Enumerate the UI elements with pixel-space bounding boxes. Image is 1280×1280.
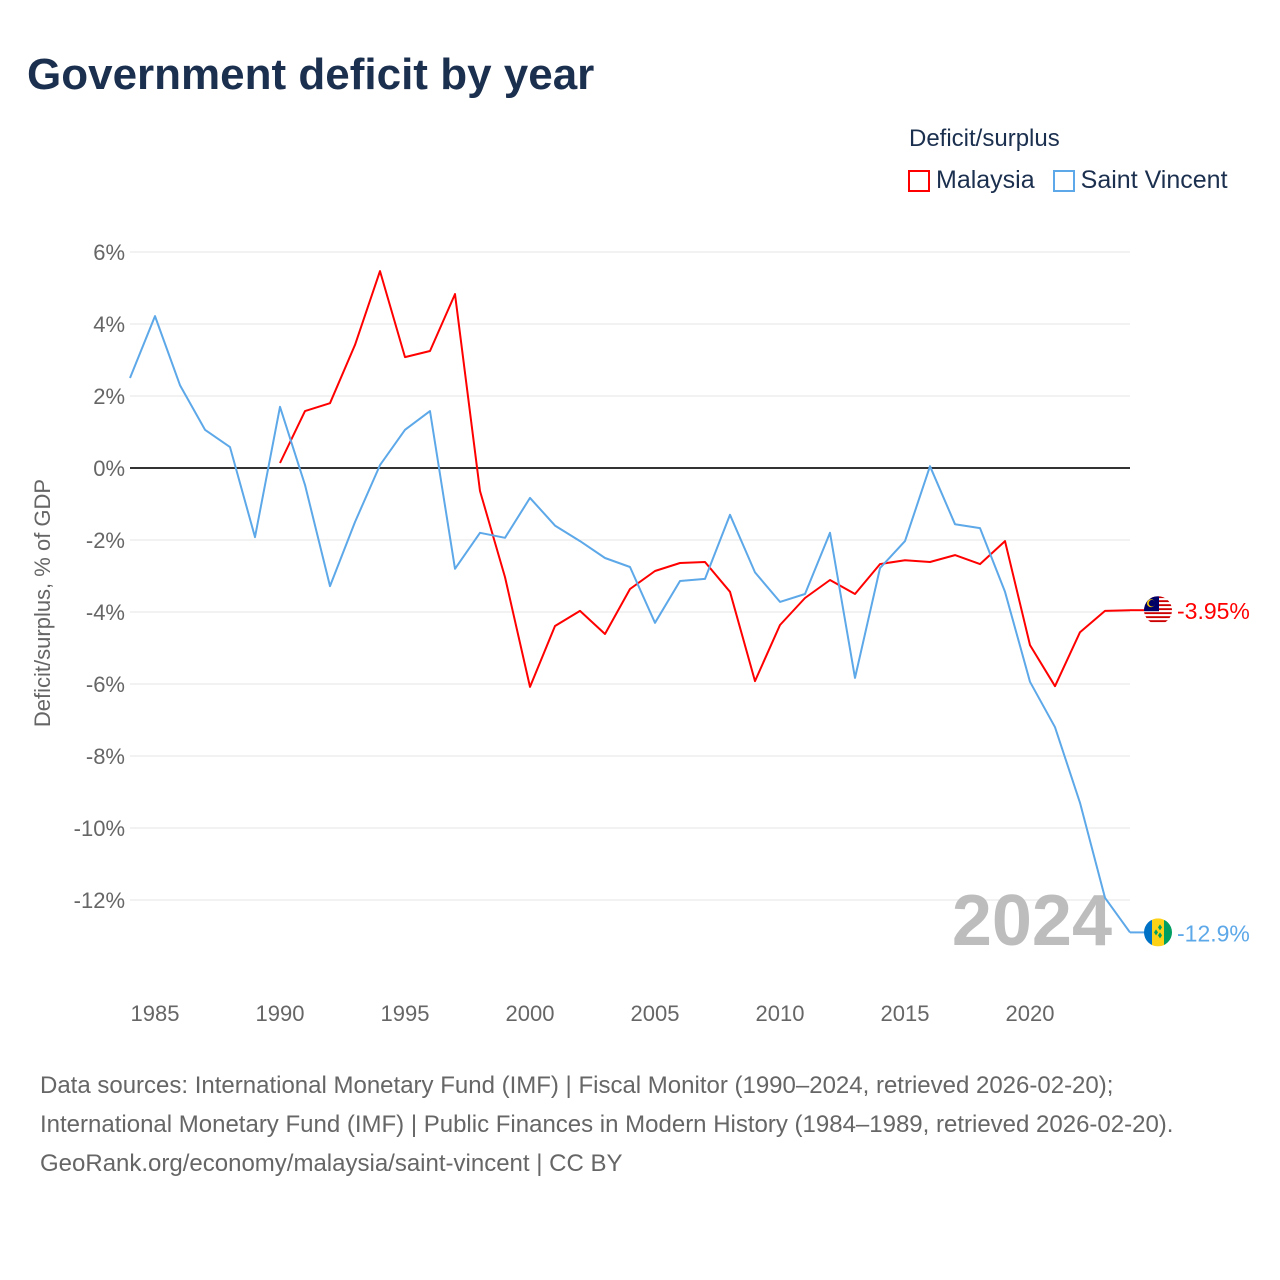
y-tick-label: 4% — [93, 312, 125, 337]
malaysia-flag-icon — [1144, 596, 1172, 625]
legend-item-malaysia[interactable]: Malaysia — [908, 166, 1035, 195]
end-value-label: -12.9% — [1177, 920, 1250, 946]
y-tick-label: 6% — [93, 240, 125, 265]
legend-swatch-saint-vincent — [1052, 169, 1075, 192]
data-sources: Data sources: International Monetary Fun… — [40, 1072, 1174, 1138]
y-tick-label: -6% — [86, 672, 125, 697]
credit-link[interactable]: GeoRank.org/economy/malaysia/saint-vince… — [40, 1150, 623, 1177]
end-value-label: -3.95% — [1177, 598, 1250, 624]
y-axis-label: Deficit/surplus, % of GDP — [30, 479, 55, 727]
y-tick-label: -10% — [74, 816, 125, 841]
legend-label: Saint Vincent — [1080, 166, 1228, 194]
y-tick-label: 0% — [93, 456, 125, 481]
year-watermark: 2024 — [952, 881, 1112, 961]
x-tick-label: 1995 — [381, 1001, 430, 1026]
x-tick-label: 2010 — [756, 1001, 805, 1026]
series-line-malaysia — [279, 270, 1131, 688]
x-tick-label: 2005 — [631, 1001, 680, 1026]
saint-vincent-flag-icon — [1144, 918, 1172, 947]
series-line-saint-vincent — [129, 315, 1131, 933]
x-tick-label: 2020 — [1006, 1001, 1055, 1026]
y-tick-label: 2% — [93, 384, 125, 409]
legend-swatch-malaysia — [908, 169, 930, 192]
x-tick-label: 1990 — [256, 1001, 305, 1026]
y-tick-label: -8% — [86, 744, 125, 769]
legend-title: Deficit/surplus — [909, 125, 1060, 152]
x-tick-label: 2000 — [506, 1001, 555, 1026]
legend-label: Malaysia — [936, 166, 1035, 194]
chart-title: Government deficit by year — [27, 50, 595, 99]
line-chart: 6% 4% 2% 0% -2% -4% -6% -8% -10% -12% 1985 1990 1995… — [30, 240, 1250, 1026]
legend: Malaysia Saint Vincent — [908, 166, 1228, 195]
legend-item-saint-vincent[interactable]: Saint Vincent — [1052, 166, 1228, 195]
y-tick-label: -2% — [86, 528, 125, 553]
x-tick-label: 2015 — [881, 1001, 930, 1026]
y-tick-label: -4% — [86, 600, 125, 625]
x-tick-label: 1985 — [131, 1001, 180, 1026]
y-tick-label: -12% — [74, 888, 125, 913]
footer: Data sources: International Monetary Fun… — [40, 1066, 1240, 1183]
